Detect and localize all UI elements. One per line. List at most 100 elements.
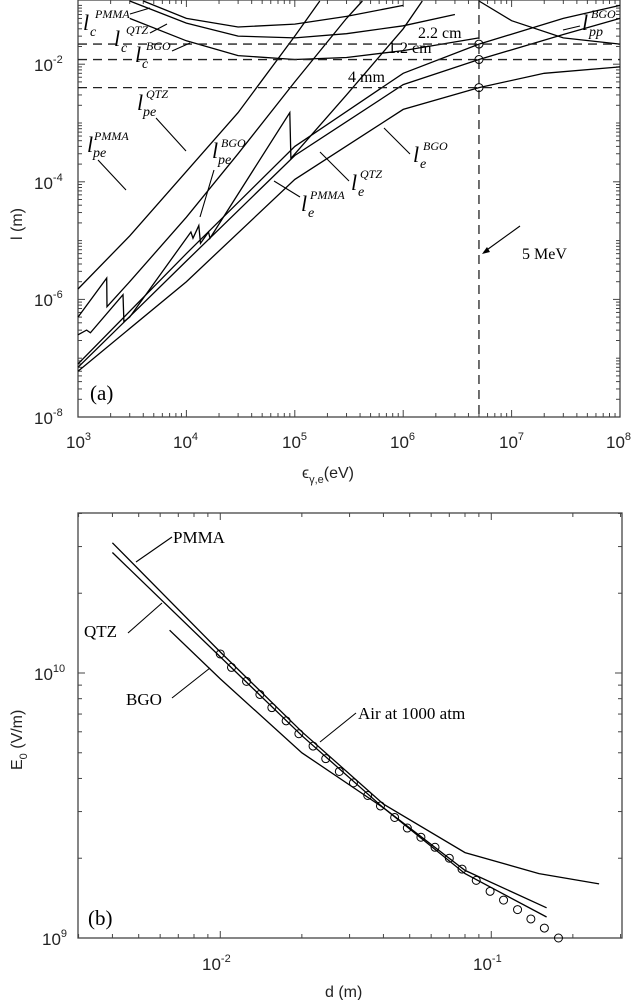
x-tick-1e-1: 10-1 <box>473 953 502 974</box>
svg-text:l: l <box>137 90 143 115</box>
y-tick-1e10: 1010 <box>34 663 65 684</box>
svg-text:l: l <box>582 10 588 35</box>
label-b-bgo: BGO <box>126 690 162 709</box>
arrow-b-bgo <box>171 667 211 699</box>
svg-text:pp: pp <box>588 25 603 40</box>
panel-a-reference-lines <box>78 0 620 417</box>
y-tick-1e-2: 10-2 <box>34 54 63 75</box>
x-tick-1e5: 105 <box>282 431 307 452</box>
panel-a-y-axis-title: l (m) <box>9 208 26 240</box>
svg-text:e: e <box>358 185 364 200</box>
label-b-qtz: QTZ <box>84 622 117 641</box>
label-lpe-pmma: l pe PMMA <box>87 129 129 191</box>
marker-circle <box>474 55 484 65</box>
ref-label-5mev: 5 MeV <box>522 246 567 263</box>
curve-l_pe^PMMA <box>77 0 321 290</box>
x-tick-1e8: 108 <box>606 431 631 452</box>
y-tick-1e-8: 10-8 <box>34 407 63 428</box>
panel-a-x-tick-labels: 103 104 105 106 107 108 <box>66 431 631 452</box>
svg-text:BGO: BGO <box>423 139 448 153</box>
label-le-pmma: l e PMMA <box>273 180 345 221</box>
label-lc-bgo: l c BGO <box>135 39 191 72</box>
arrow-b-qtz <box>127 602 163 634</box>
panel-b-y-axis-title: E0 (V/m) <box>9 710 30 770</box>
svg-text:QTZ: QTZ <box>360 167 382 181</box>
svg-text:l: l <box>87 132 93 157</box>
panel-a-ticks <box>77 0 620 418</box>
svg-text:e: e <box>420 157 426 172</box>
air-data-point <box>363 790 373 800</box>
ref-label-4mm: 4 mm <box>348 69 385 86</box>
air-data-point <box>242 676 252 686</box>
svg-text:PMMA: PMMA <box>309 188 345 202</box>
air-data-point <box>255 689 265 699</box>
marker-circle <box>474 83 484 93</box>
svg-text:BGO: BGO <box>591 7 616 21</box>
x-tick-1e-2: 10-2 <box>202 953 231 974</box>
svg-text:c: c <box>90 25 97 40</box>
label-b-air: Air at 1000 atm <box>358 704 465 723</box>
label-lc-pmma: l c PMMA <box>83 7 151 40</box>
y-tick-1e9: 109 <box>42 928 67 949</box>
y-tick-1e-6: 10-6 <box>34 289 63 310</box>
label-lpe-bgo: l pe BGO <box>199 136 246 218</box>
panel-b-letter: (b) <box>88 906 113 930</box>
panel-a-x-axis-title: ϵγ,e(eV) <box>302 465 354 486</box>
curve-l_e^BGO <box>77 66 621 372</box>
svg-text:l: l <box>351 170 357 195</box>
panel-b-curves <box>111 542 600 943</box>
air-data-point <box>416 832 426 842</box>
air-data-point <box>485 886 495 896</box>
x-tick-1e7: 107 <box>499 431 524 452</box>
arrow-b-pmma <box>135 536 173 563</box>
air-data-point <box>334 766 344 776</box>
svg-text:e: e <box>308 206 314 221</box>
svg-text:l: l <box>83 10 89 35</box>
svg-text:l: l <box>114 26 120 51</box>
air-data-point <box>348 778 358 788</box>
air-data-point <box>430 842 440 852</box>
panel-a-curves <box>77 0 621 372</box>
svg-text:l: l <box>301 191 307 216</box>
air-data-point <box>499 895 509 905</box>
air-data-point <box>226 662 236 672</box>
panel-b: 10-2 10-1 109 1010 E0 (V/m) d (m) (b) PM… <box>9 512 623 1000</box>
air-data-point <box>553 933 563 943</box>
svg-text:pe: pe <box>217 153 231 168</box>
x-tick-1e6: 106 <box>390 431 415 452</box>
panel-a-y-tick-labels: 10-8 10-6 10-4 10-2 <box>34 54 63 428</box>
svg-text:PMMA: PMMA <box>94 7 130 21</box>
svg-text:QTZ: QTZ <box>146 87 168 101</box>
air-data-point <box>321 754 331 764</box>
air-data-point <box>444 853 454 863</box>
arrowhead-5mev <box>482 247 490 254</box>
label-le-bgo: l e BGO <box>383 127 448 172</box>
curve-BGO <box>169 629 547 918</box>
curve-l_e^PMMA <box>77 4 621 365</box>
curve-l_pe^QTZ <box>77 0 363 318</box>
curve-l_c^PMMA <box>143 0 404 28</box>
arrow-5mev <box>483 225 521 253</box>
air-data-point <box>513 905 523 915</box>
panel-a: 103 104 105 106 107 108 10-8 10-6 10-4 1… <box>9 0 631 486</box>
x-tick-1e3: 103 <box>66 431 91 452</box>
panel-b-x-axis-title: d (m) <box>325 984 362 1000</box>
air-data-point <box>215 649 225 659</box>
air-data-point <box>375 801 385 811</box>
panel-a-frame <box>77 0 621 418</box>
svg-text:PMMA: PMMA <box>93 129 129 143</box>
label-lpp-bgo: l pp BGO <box>562 7 616 40</box>
x-tick-1e4: 104 <box>173 431 198 452</box>
ref-label-1-2cm: 1.2 cm <box>388 40 432 57</box>
air-data-point <box>308 741 318 751</box>
air-data-point <box>471 875 481 885</box>
svg-text:l: l <box>135 42 141 67</box>
svg-text:c: c <box>121 41 128 56</box>
arrow-b-air <box>319 712 357 743</box>
air-data-point <box>539 923 549 933</box>
air-data-point <box>390 812 400 822</box>
air-data-point <box>281 716 291 726</box>
air-data-point <box>526 914 536 924</box>
svg-text:l: l <box>212 138 218 163</box>
